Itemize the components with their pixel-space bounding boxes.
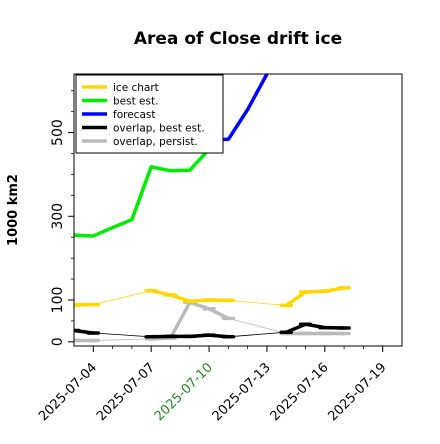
chart-title: Area of Close drift ice (134, 29, 342, 49)
legend-label-forecast: forecast (113, 109, 155, 121)
x-tick-label-0: 2025-07-04 (36, 360, 100, 424)
x-tick-label-3: 2025-07-13 (210, 360, 274, 424)
y-axis-label: 1000 km2 (6, 174, 21, 246)
legend: ice chart best est.forecast overlap, best … (76, 75, 223, 153)
series-overlap-best-est-line-2 (286, 324, 344, 332)
legend-label-overlap-best-est: overlap, best est. (113, 123, 205, 135)
series-ice-chart-line-2 (286, 288, 344, 306)
y-tick-label-2: 300 (50, 203, 66, 230)
y-tick-label-3: 500 (50, 119, 66, 146)
y-tick-label-0: 0 (50, 337, 66, 346)
legend-label-ice-chart: ice chart (113, 82, 159, 94)
legend-label-overlap-persist: overlap, persist. (113, 136, 198, 148)
x-tick-label-4: 2025-07-16 (268, 360, 332, 424)
series-overlap-persist-line-1 (151, 302, 228, 338)
x-tick-label-2: 2025-07-10 (152, 360, 216, 424)
legend-label-best-est: best est. (113, 96, 158, 108)
x-tick-label-5: 2025-07-19 (325, 360, 389, 424)
x-tick-label-1: 2025-07-07 (94, 360, 158, 424)
y-tick-label-1: 100 (50, 287, 66, 314)
series-best-est-line-0 (74, 149, 209, 236)
plot-area: 0 100 300 500 2025-07-042025-07-072025-07-10… (36, 74, 402, 424)
